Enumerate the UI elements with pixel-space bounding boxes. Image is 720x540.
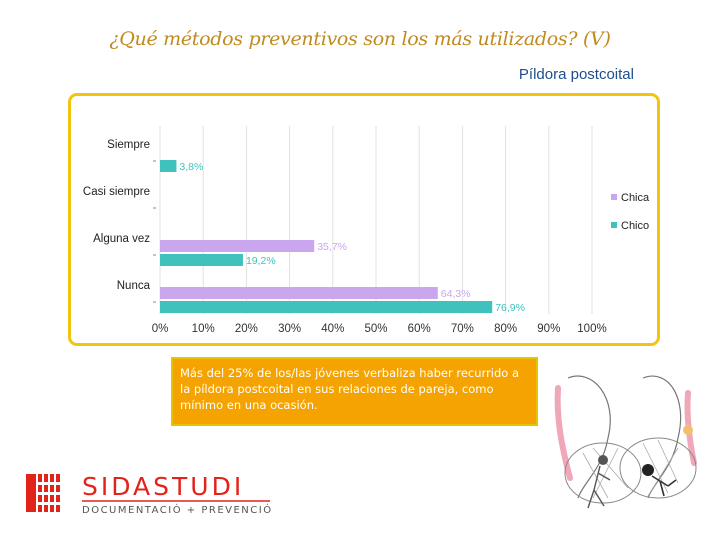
bar-chart: 0% 10% 20% 30% 40% 50% 60% 70% 80% 90% 100% Siempre… [83,126,650,335]
bar-chico [160,160,177,172]
data-label: 19,2% [246,255,276,267]
category-label: Alguna vez [93,233,150,245]
data-label: 64,3% [441,288,471,300]
x-tick-label: 60% [408,323,431,335]
note-box: Más del 25% de los/las jóvenes verbaliza… [171,357,538,426]
legend-label: Chica [621,192,650,204]
bar-chico [160,254,243,266]
legend-swatch [611,194,617,200]
page-title: ¿Qué métodos preventivos son los más uti… [109,28,611,50]
chart-frame: 0% 10% 20% 30% 40% 50% 60% 70% 80% 90% 100% Siempre… [68,93,660,346]
logo-mark-icon: SIDASTUDI DOCUMENTACIÓ + PREVENCIÓ [26,472,273,516]
x-tick-label: 20% [235,323,258,335]
chart-subtitle: Píldora postcoital [518,66,634,83]
x-tick-label: 70% [451,323,474,335]
x-tick-label: 40% [321,323,344,335]
x-tick-label: 50% [364,323,387,335]
category-label: Casi siempre [83,186,150,198]
x-tick-label: 0% [152,323,169,335]
bar-chico [160,301,493,313]
logo-tagline: DOCUMENTACIÓ + PREVENCIÓ [82,503,273,516]
x-tick-label: 90% [537,323,560,335]
category-label: Nunca [117,280,151,292]
bar-chica [160,240,315,252]
legend-label: Chico [621,220,649,232]
sidastudi-logo: SIDASTUDI DOCUMENTACIÓ + PREVENCIÓ [24,468,274,523]
category-label: Siempre [107,139,150,151]
data-label: 3,8% [179,161,203,173]
note-text: Más del 25% de los/las jóvenes verbaliza… [180,366,520,412]
data-label: 76,9% [495,302,525,314]
couple-illustration-icon [548,358,713,531]
logo-name: SIDASTUDI [82,472,244,501]
x-tick-label: 100% [577,323,606,335]
legend-swatch [611,222,617,228]
x-tick-label: 80% [494,323,517,335]
data-label: 35,7% [317,241,347,253]
x-tick-label: 10% [192,323,215,335]
x-tick-label: 30% [278,323,301,335]
bar-chica [160,287,438,299]
